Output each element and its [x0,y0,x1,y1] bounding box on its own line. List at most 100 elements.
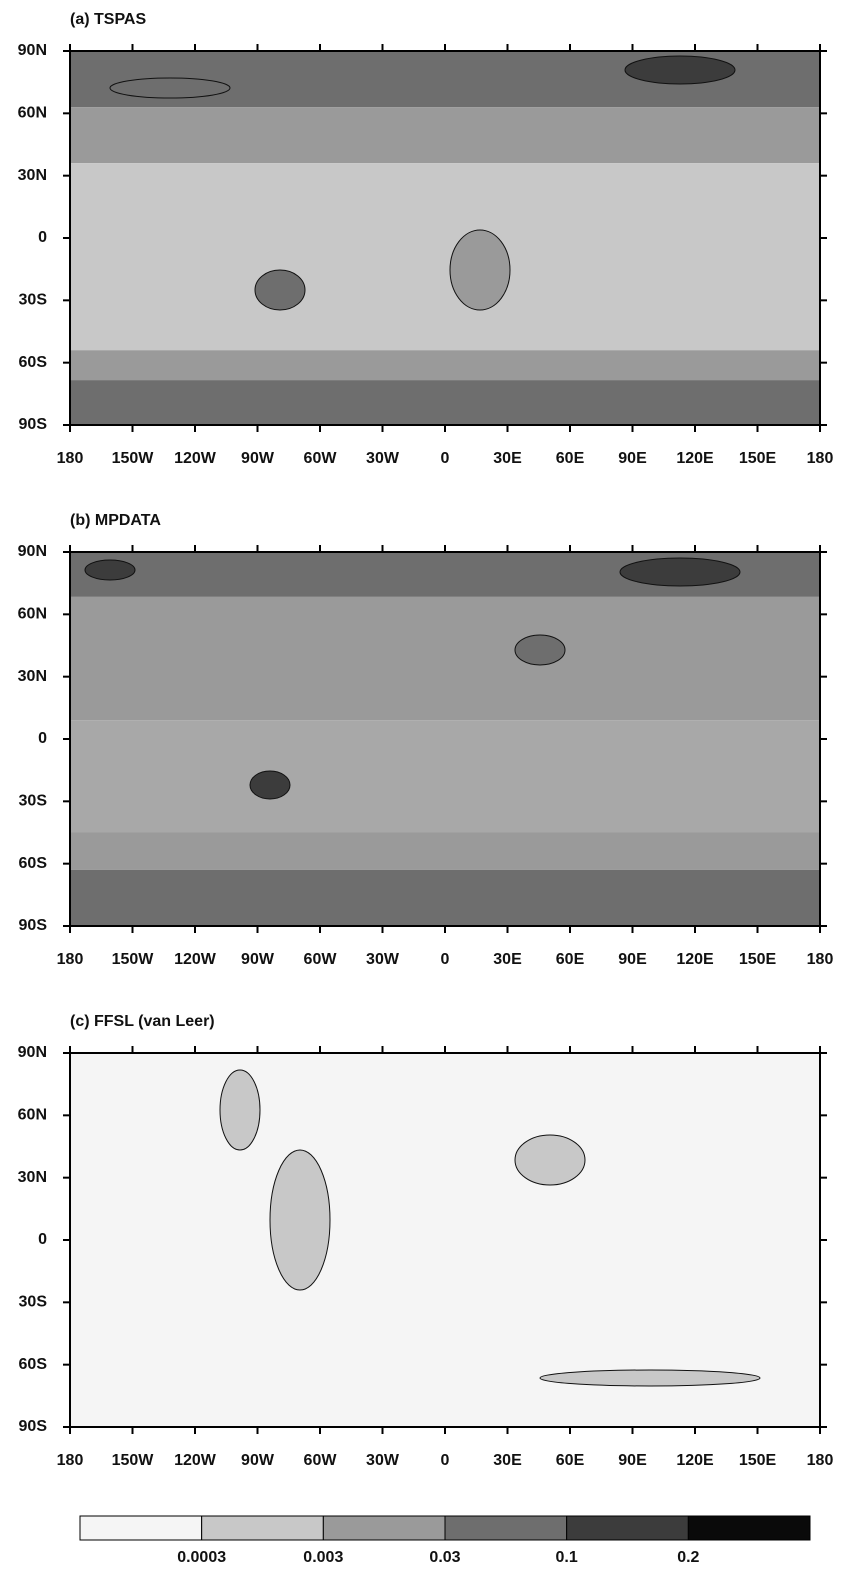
y-tick-label: 60N [18,1107,47,1124]
field-blob [539,1369,761,1387]
field-band [70,350,820,381]
colorbar-label: 0.2 [677,1549,699,1566]
panel-title: (c) FFSL (van Leer) [70,1013,215,1030]
field-blob [84,559,136,581]
field-band [70,596,820,721]
y-tick-label: 60N [18,606,47,623]
field-blob [619,557,741,587]
x-tick-label: 0 [441,951,450,968]
x-tick-label: 180 [807,1452,834,1469]
field-blob [269,1149,331,1291]
y-tick-label: 30S [19,793,48,810]
y-tick-label: 30S [19,1294,48,1311]
field-blob [219,1069,261,1151]
x-tick-label: 150W [112,450,155,467]
y-tick-label: 90N [18,1044,47,1061]
x-tick-label: 150W [112,1452,155,1469]
colorbar-swatch [322,1515,446,1541]
x-tick-label: 120W [174,450,217,467]
x-tick-label: 30W [366,951,400,968]
x-tick-label: 120E [676,450,714,467]
field-blob [249,770,291,800]
x-tick-label: 60E [556,450,585,467]
field-band [70,720,820,833]
y-tick-label: 90S [19,1418,48,1435]
colorbar-swatch [566,1515,689,1541]
x-tick-label: 180 [57,951,84,968]
x-tick-label: 150E [739,951,777,968]
x-tick-label: 90E [618,951,647,968]
field-blob [514,1134,586,1186]
field-blob [254,269,306,311]
colorbar: 0.0003 0.003 0.03 0.1 0.2 [79,1515,811,1566]
field-band [70,1053,820,1427]
colorbar-swatch [79,1515,203,1541]
x-tick-label: 30W [366,450,400,467]
field-blob [624,55,736,85]
x-tick-label: 150E [739,450,777,467]
field-band [70,163,820,351]
field-band [70,107,820,164]
x-tick-label: 150E [739,1452,777,1469]
x-tick-label: 30E [493,951,522,968]
y-tick-label: 60S [19,354,48,371]
field-band [70,380,820,425]
x-tick-label: 90W [241,450,275,467]
colorbar-swatch [201,1515,324,1541]
panel-title: (b) MPDATA [70,512,161,529]
y-tick-label: 30N [18,167,47,184]
x-tick-label: 30E [493,1452,522,1469]
x-tick-label: 150W [112,951,155,968]
x-tick-label: 90W [241,951,275,968]
field-band [70,869,820,926]
field-blob [109,77,231,99]
map-panel: (a) TSPAS 180 150W 120W 90W 60W 30W 0 30E 60E 90E 1… [18,11,834,467]
x-tick-label: 180 [57,1452,84,1469]
x-tick-label: 90E [618,1452,647,1469]
y-tick-label: 30N [18,1169,47,1186]
colorbar-label: 0.1 [556,1549,578,1566]
y-tick-label: 60S [19,1356,48,1373]
x-tick-label: 60W [304,1452,338,1469]
x-tick-label: 90E [618,450,647,467]
panel-title: (a) TSPAS [70,11,146,28]
x-tick-label: 30W [366,1452,400,1469]
x-tick-label: 60W [304,450,338,467]
x-tick-label: 180 [807,951,834,968]
y-tick-label: 90S [19,917,48,934]
x-tick-label: 0 [441,1452,450,1469]
y-tick-label: 90N [18,42,47,59]
y-tick-label: 90S [19,416,48,433]
y-tick-label: 0 [38,229,47,246]
x-tick-label: 60W [304,951,338,968]
field-blob [514,634,566,666]
x-tick-label: 90W [241,1452,275,1469]
y-tick-label: 0 [38,730,47,747]
x-tick-label: 30E [493,450,522,467]
x-tick-label: 0 [441,450,450,467]
x-tick-label: 180 [57,450,84,467]
field-blob [449,229,511,311]
x-tick-label: 120W [174,951,217,968]
field-band [70,832,820,870]
colorbar-swatch [687,1515,811,1541]
y-tick-label: 90N [18,543,47,560]
colorbar-label: 0.003 [303,1549,343,1566]
y-tick-label: 30S [19,292,48,309]
x-tick-label: 60E [556,1452,585,1469]
colorbar-swatch [444,1515,568,1541]
y-tick-label: 60S [19,855,48,872]
x-tick-label: 60E [556,951,585,968]
y-tick-label: 0 [38,1231,47,1248]
y-tick-label: 60N [18,105,47,122]
colorbar-label: 0.03 [429,1549,460,1566]
map-panel: (c) FFSL (van Leer) 180 150W 120W 90W 60W 30W 0… [18,1013,834,1469]
x-tick-label: 180 [807,450,834,467]
x-tick-label: 120E [676,1452,714,1469]
map-panel: (b) MPDATA 180 150W 120W 90W 60W 30W 0 30E 60E 90E… [18,512,834,968]
y-tick-label: 30N [18,668,47,685]
x-tick-label: 120E [676,951,714,968]
x-tick-label: 120W [174,1452,217,1469]
colorbar-label: 0.0003 [177,1549,226,1566]
